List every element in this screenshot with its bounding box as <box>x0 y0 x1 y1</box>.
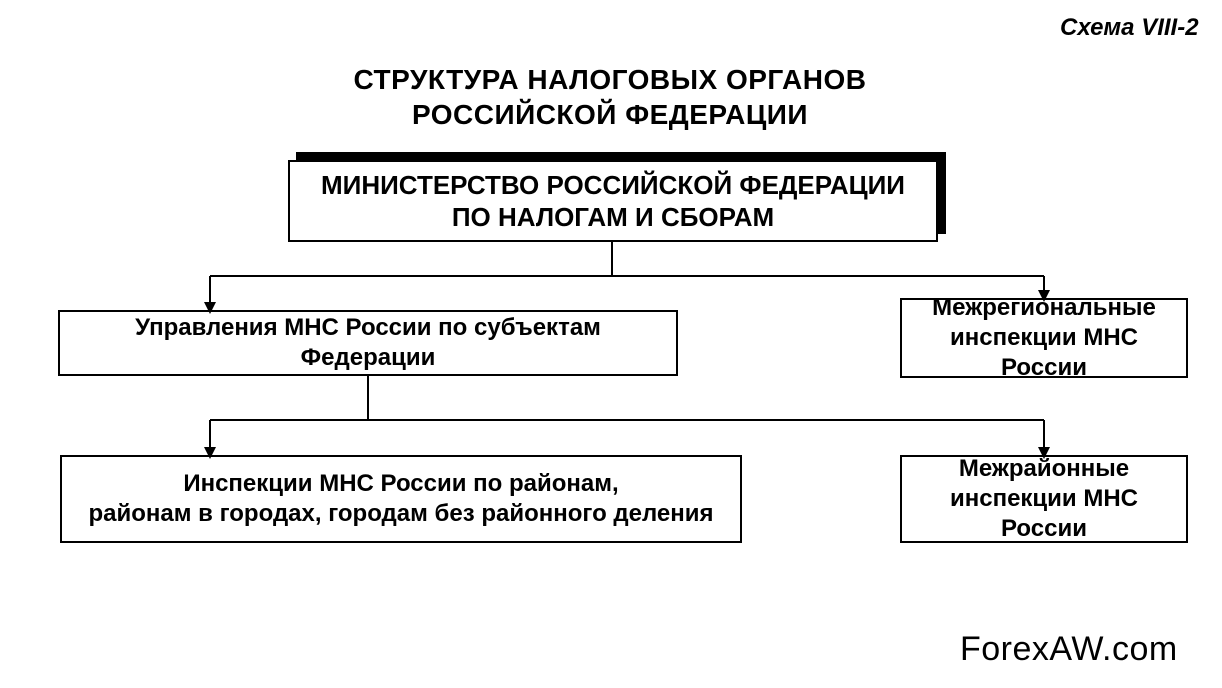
node-district-inspections: Инспекции МНС России по районам, районам… <box>60 455 742 543</box>
root-line1: МИНИСТЕРСТВО РОССИЙСКОЙ ФЕДЕРАЦИИ <box>321 170 905 200</box>
title-line2: РОССИЙСКОЙ ФЕДЕРАЦИИ <box>412 99 808 130</box>
node-regional-directorates: Управления МНС России по субъектам Федер… <box>58 310 678 376</box>
root-line2: ПО НАЛОГАМ И СБОРАМ <box>452 202 774 232</box>
node-root: МИНИСТЕРСТВО РОССИЙСКОЙ ФЕДЕРАЦИИ ПО НАЛ… <box>288 160 938 242</box>
watermark: ForexAW.com <box>960 630 1178 669</box>
title-line1: СТРУКТУРА НАЛОГОВЫХ ОРГАНОВ <box>354 64 867 95</box>
right1-line2: инспекции МНС России <box>950 324 1138 381</box>
left2-line1: Инспекции МНС России по районам, <box>183 470 618 497</box>
node-interregional-inspections: Межрегиональные инспекции МНС России <box>900 298 1188 378</box>
left2-line2: районам в городах, городам без районного… <box>88 500 713 527</box>
diagram-title: СТРУКТУРА НАЛОГОВЫХ ОРГАНОВ РОССИЙСКОЙ Ф… <box>260 62 960 132</box>
right2-line1: Межрайонные <box>959 455 1129 482</box>
diagram-canvas: Схема VIII-2 СТРУКТУРА НАЛОГОВЫХ ОРГАНОВ… <box>0 0 1222 688</box>
left1-text: Управления МНС России по субъектам Федер… <box>70 313 666 373</box>
connector-tier2 <box>210 376 1044 453</box>
right2-line2: инспекции МНС России <box>950 485 1138 542</box>
right1-line1: Межрегиональные <box>932 294 1156 321</box>
scheme-label: Схема VIII-2 <box>1060 14 1199 42</box>
node-interdistrict-inspections: Межрайонные инспекции МНС России <box>900 455 1188 543</box>
